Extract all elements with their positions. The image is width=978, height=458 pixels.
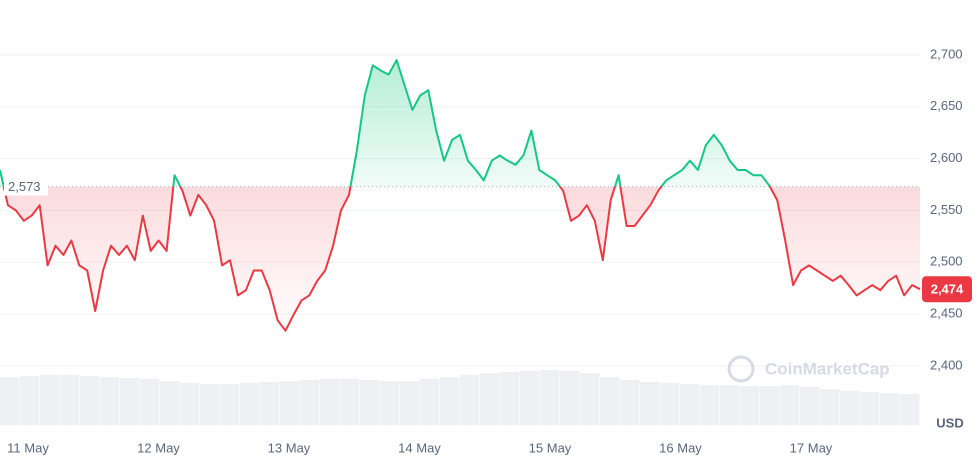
volume-bar [580, 373, 600, 425]
volume-bar [200, 384, 220, 425]
current-price-label: 2,474 [931, 282, 964, 297]
x-tick-label: 15 May [529, 440, 572, 455]
volume-bar [480, 373, 500, 425]
y-tick-label: 2,450 [930, 306, 963, 321]
x-tick-label: 16 May [659, 440, 702, 455]
volume-bar [760, 386, 780, 425]
volume-bar [120, 378, 140, 425]
volume-bar [180, 383, 200, 425]
volume-bar [240, 383, 260, 425]
volume-bar [680, 384, 700, 425]
volume-bar [880, 393, 900, 425]
volume-bar [360, 380, 380, 425]
volume-bar [840, 391, 860, 425]
watermark: CoinMarketCap [727, 355, 890, 383]
volume-bar [440, 377, 460, 425]
y-tick-label: 2,700 [930, 46, 963, 61]
volume-bar [640, 382, 660, 425]
volume-bar [520, 371, 540, 425]
volume-bar [860, 392, 880, 425]
volume-bar [220, 384, 240, 425]
baseline-label: 2,573 [8, 179, 41, 194]
volume-bar [100, 377, 120, 425]
watermark-text: CoinMarketCap [765, 359, 890, 378]
y-tick-label: 2,550 [930, 202, 963, 217]
volume-bar [20, 376, 40, 425]
volume-bar [420, 379, 440, 425]
volume-bar [340, 379, 360, 425]
current-price-tag [922, 276, 972, 303]
y-unit: USD [936, 415, 963, 430]
volume-bar [780, 385, 800, 425]
volume-bar [160, 381, 180, 425]
volume-bar [560, 371, 580, 425]
x-tick-label: 12 May [137, 440, 180, 455]
volume-bar [660, 383, 680, 425]
y-tick-label: 2,400 [930, 357, 963, 372]
y-tick-label: 2,500 [930, 254, 963, 269]
volume-bar [720, 385, 740, 425]
volume-bar [620, 380, 640, 425]
y-tick-label: 2,650 [930, 98, 963, 113]
price-line [0, 59, 921, 332]
baseline-label-bg [4, 177, 48, 196]
volume-bar [40, 375, 60, 425]
volume-bar [820, 389, 840, 425]
volume-bar [600, 377, 620, 425]
area [0, 60, 920, 331]
volume-bar [500, 372, 520, 425]
x-tick-label: 13 May [268, 440, 311, 455]
volume-bar [300, 380, 320, 425]
x-tick-label: 14 May [398, 440, 441, 455]
volume [0, 370, 920, 425]
watermark-logo [727, 355, 755, 383]
volume-bar [280, 381, 300, 425]
y-tick-label: 2,600 [930, 150, 963, 165]
volume-bar [80, 376, 100, 425]
volume-bar [140, 379, 160, 425]
x-tick-label: 11 May [7, 440, 49, 455]
volume-bar [740, 386, 760, 425]
volume-bar [800, 387, 820, 425]
volume-bar [540, 370, 560, 425]
volume-bar [320, 379, 340, 425]
x-tick-label: 17 May [790, 440, 833, 455]
volume-bar [900, 394, 920, 425]
volume-bar [460, 375, 480, 425]
volume-bar [60, 375, 80, 425]
volume-bar [700, 385, 720, 425]
volume-bar [260, 382, 280, 425]
volume-bar [400, 381, 420, 425]
volume-bar [0, 377, 20, 425]
plot: 2,573 [0, 59, 921, 332]
volume-bar [380, 381, 400, 425]
